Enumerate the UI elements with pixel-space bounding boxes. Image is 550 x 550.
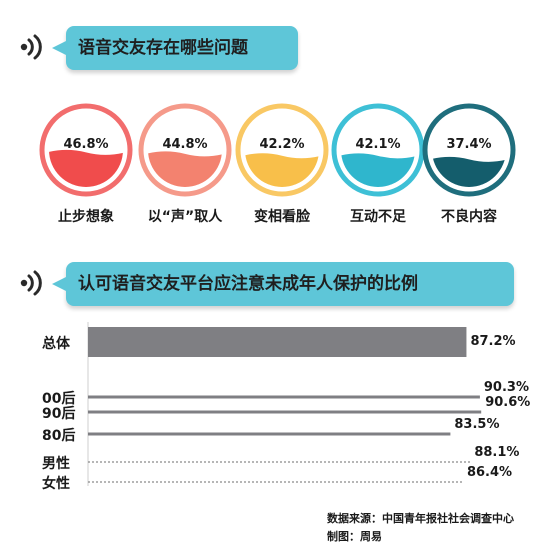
section-title-problems: 语音交友存在哪些问题 — [52, 26, 298, 70]
gauge-ring — [138, 103, 232, 197]
bar-category-label: 80后 — [42, 428, 76, 444]
data-source: 数据来源：中国青年报社社会调查中心 — [327, 512, 514, 525]
gauge-ring — [422, 103, 516, 197]
bar-value-label: 83.5% — [454, 417, 500, 432]
gauge-chart — [39, 103, 516, 197]
section-title-text: 语音交友存在哪些问题 — [78, 38, 248, 58]
bar-value-label: 90.6% — [485, 395, 531, 410]
gauge-category-label: 不良内容 — [441, 209, 497, 225]
bar-4 — [88, 432, 451, 436]
gauge-category-label: 互动不足 — [350, 209, 406, 225]
chart-credit: 制图：周易 — [327, 530, 382, 543]
gauge-value-label: 42.1% — [355, 137, 401, 152]
gauge-2 — [138, 103, 232, 197]
bar-1 — [88, 327, 467, 357]
gauge-ring — [39, 103, 133, 197]
gauge-ring — [331, 103, 425, 197]
bar-category-label: 男性 — [42, 456, 70, 472]
gauge-category-label: 以“声”取人 — [147, 209, 223, 225]
section-title-text: 认可语音交友平台应注意未成年人保护的比例 — [78, 274, 418, 294]
bar-category-label: 90后 — [42, 406, 76, 422]
gauge-5 — [422, 103, 516, 197]
bar-category-label: 总体 — [42, 336, 70, 352]
gauge-value-label: 44.8% — [162, 137, 208, 152]
bar-category-label: 女性 — [42, 476, 70, 492]
gauge-1 — [39, 103, 133, 197]
speaker-icon — [20, 270, 42, 296]
gauge-category-label: 变相看脸 — [254, 209, 310, 225]
gauge-category-label: 止步想象 — [58, 209, 114, 225]
bar-value-label: 87.2% — [470, 334, 516, 349]
bar-2 — [88, 395, 480, 399]
bar-value-label: 86.4% — [466, 465, 513, 480]
bar-value-label: 90.3% — [483, 380, 529, 395]
gauge-value-label: 37.4% — [446, 137, 492, 152]
gauge-value-label: 42.2% — [259, 137, 305, 152]
section-title-minor-protection: 认可语音交友平台应注意未成年人保护的比例 — [52, 262, 514, 306]
gauge-value-label: 46.8% — [63, 137, 109, 152]
bar-3 — [88, 410, 482, 414]
speaker-icon — [20, 34, 42, 60]
bar-value-label: 88.1% — [474, 445, 520, 460]
gauge-fill — [49, 149, 123, 187]
bar-category-label: 00后 — [42, 391, 76, 407]
gauge-ring — [235, 103, 329, 197]
gauge-fill — [148, 151, 222, 187]
